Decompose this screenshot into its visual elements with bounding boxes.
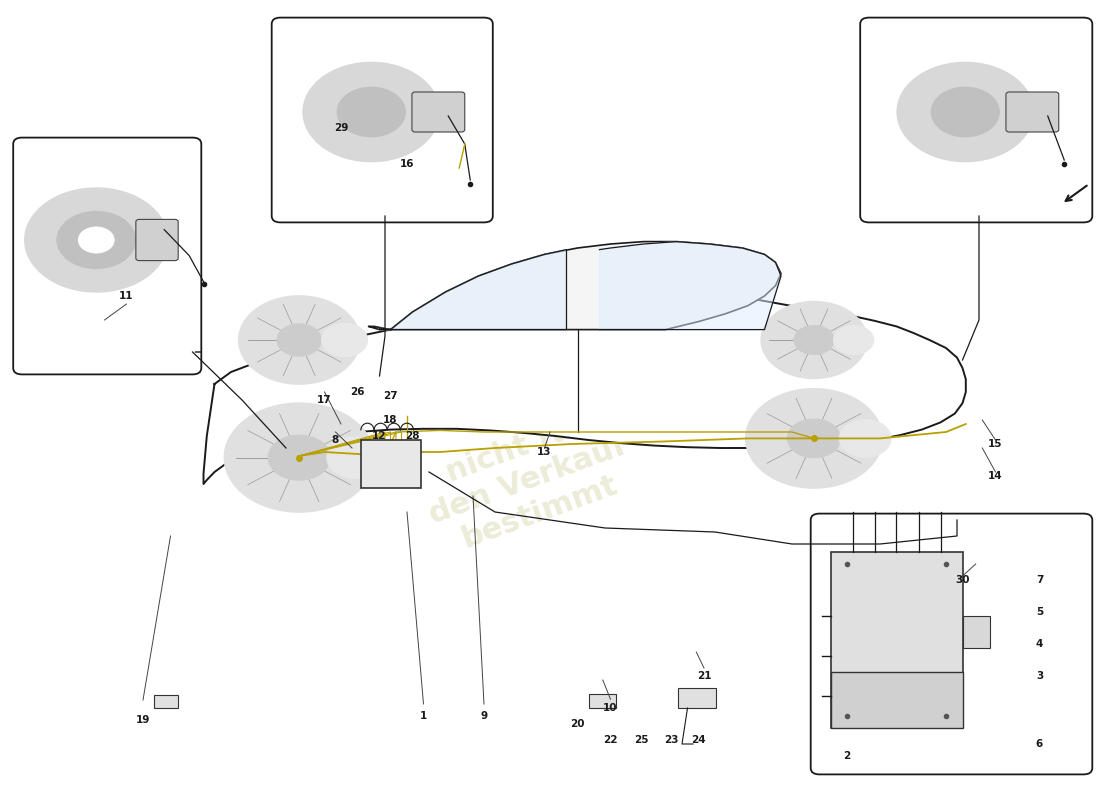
Text: 10: 10 <box>603 703 618 713</box>
Text: 27: 27 <box>383 391 398 401</box>
Circle shape <box>24 188 167 292</box>
Text: 2: 2 <box>844 751 850 761</box>
Bar <box>154 695 178 708</box>
Circle shape <box>931 87 999 137</box>
Text: 1: 1 <box>420 711 427 721</box>
Text: 5: 5 <box>1036 607 1043 617</box>
FancyBboxPatch shape <box>136 219 178 261</box>
Circle shape <box>304 62 439 162</box>
FancyBboxPatch shape <box>272 18 493 222</box>
Text: 21: 21 <box>696 671 712 681</box>
Circle shape <box>224 403 374 512</box>
Text: 15: 15 <box>988 439 1003 449</box>
Circle shape <box>794 326 834 354</box>
Circle shape <box>834 326 873 354</box>
Bar <box>361 440 421 488</box>
Circle shape <box>327 437 384 478</box>
Circle shape <box>337 87 405 137</box>
FancyBboxPatch shape <box>1005 92 1058 132</box>
Text: 14: 14 <box>988 471 1003 481</box>
Text: 3: 3 <box>1036 671 1043 681</box>
Bar <box>830 672 962 728</box>
FancyBboxPatch shape <box>411 92 464 132</box>
Text: 4: 4 <box>1036 639 1043 649</box>
Circle shape <box>277 324 321 356</box>
Text: 29: 29 <box>333 123 349 133</box>
Polygon shape <box>379 250 566 330</box>
Text: 23: 23 <box>663 735 679 745</box>
Circle shape <box>321 323 367 357</box>
Text: 28: 28 <box>405 431 420 441</box>
Text: 12: 12 <box>372 431 387 441</box>
Circle shape <box>761 302 867 378</box>
Polygon shape <box>368 242 781 330</box>
Text: 9: 9 <box>481 711 487 721</box>
Text: 24: 24 <box>691 735 706 745</box>
Text: 13: 13 <box>537 447 552 457</box>
Text: 26: 26 <box>350 387 365 397</box>
Circle shape <box>839 419 891 458</box>
Text: 17: 17 <box>317 395 332 405</box>
Polygon shape <box>600 242 781 330</box>
Text: 25: 25 <box>634 735 649 745</box>
Polygon shape <box>204 289 966 484</box>
Text: 6: 6 <box>1036 739 1043 749</box>
Text: 20: 20 <box>570 719 585 729</box>
Bar <box>588 694 616 708</box>
Text: 30: 30 <box>955 575 970 585</box>
Text: 11: 11 <box>119 291 134 301</box>
Circle shape <box>78 227 114 253</box>
Text: 7: 7 <box>1036 575 1043 585</box>
Circle shape <box>896 62 1033 162</box>
Text: nicht für
den Verkauf
bestimmt: nicht für den Verkauf bestimmt <box>414 399 642 561</box>
Bar <box>830 552 962 728</box>
Text: 22: 22 <box>603 735 618 745</box>
Text: Maserati: Maserati <box>414 357 686 411</box>
Text: 18: 18 <box>383 415 398 425</box>
FancyBboxPatch shape <box>13 138 201 374</box>
Text: 19: 19 <box>135 715 151 725</box>
Circle shape <box>268 435 330 480</box>
Circle shape <box>746 389 882 488</box>
Text: 16: 16 <box>399 159 415 169</box>
FancyBboxPatch shape <box>811 514 1092 774</box>
Circle shape <box>239 296 360 384</box>
Circle shape <box>57 211 135 269</box>
Circle shape <box>788 419 840 458</box>
Bar <box>962 616 990 648</box>
Bar <box>678 688 716 708</box>
FancyBboxPatch shape <box>860 18 1092 222</box>
Text: 8: 8 <box>332 435 339 445</box>
